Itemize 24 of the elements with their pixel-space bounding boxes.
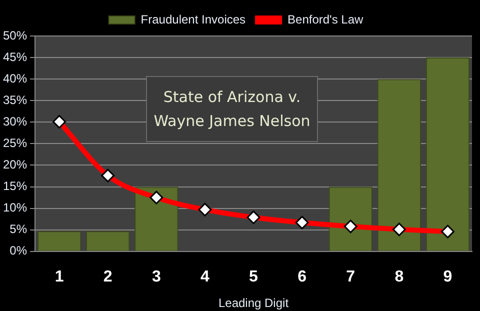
x-tick-label: 3	[152, 268, 161, 286]
y-tick-label: 10%	[2, 200, 28, 215]
y-tick-label: 35%	[2, 92, 28, 107]
y-tick-label: 0%	[10, 244, 28, 258]
legend-label: Benford's Law	[288, 12, 364, 26]
x-tick-label: 1	[54, 268, 64, 286]
legend-label: Fraudulent Invoices	[140, 12, 246, 26]
x-tick-label: 7	[346, 268, 356, 286]
y-tick-label: 20%	[2, 158, 28, 172]
x-axis-title: Leading Digit	[218, 296, 290, 310]
y-tick-label: 25%	[2, 136, 28, 150]
x-tick-label: 8	[394, 268, 404, 286]
y-tick-label: 30%	[2, 114, 28, 128]
x-tick-label: 6	[298, 268, 307, 286]
y-tick-label: 5%	[10, 222, 28, 236]
x-tick-label: 2	[103, 268, 112, 286]
y-tick-label: 45%	[2, 50, 28, 64]
y-tick-label: 50%	[2, 28, 28, 42]
x-tick-label: 9	[443, 268, 452, 286]
x-tick-label: 4	[200, 268, 210, 286]
y-tick-label: 40%	[2, 71, 28, 86]
x-tick-label: 5	[249, 268, 258, 286]
y-tick-label: 15%	[2, 179, 28, 194]
annotation: State of Arizona v. Wayne James Nelson	[146, 76, 318, 142]
